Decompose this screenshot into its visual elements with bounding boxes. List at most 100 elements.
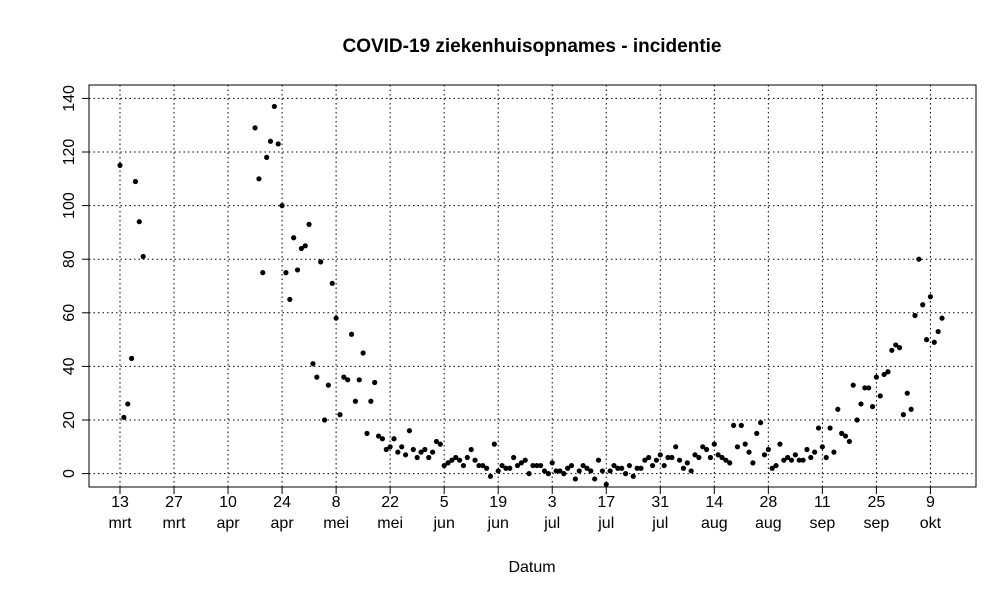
data-point: [472, 457, 478, 463]
data-point: [318, 259, 324, 265]
data-point: [707, 454, 714, 461]
data-point: [592, 476, 598, 482]
data-point: [275, 141, 281, 147]
data-point: [754, 430, 760, 436]
data-point: [734, 444, 741, 450]
data-point: [808, 454, 814, 461]
data-point: [835, 406, 841, 412]
data-point: [696, 454, 702, 461]
data-point: [777, 441, 783, 447]
data-point: [375, 433, 382, 439]
data-point: [429, 449, 436, 455]
data-point: [842, 433, 849, 439]
x-tick-day-label: 25: [867, 494, 885, 511]
y-tick-label: 20: [61, 411, 78, 429]
data-point: [703, 446, 710, 453]
data-point: [356, 377, 362, 383]
data-point: [441, 462, 447, 469]
data-point: [426, 454, 432, 461]
data-point: [800, 457, 806, 463]
data-point: [499, 462, 505, 469]
x-tick-day-label: 17: [597, 494, 615, 511]
data-point: [387, 444, 393, 450]
x-tick-day-label: 22: [381, 494, 399, 511]
data-point: [267, 138, 274, 144]
x-tick-day-label: 8: [332, 494, 341, 511]
data-point: [881, 371, 887, 378]
data-point: [526, 471, 532, 477]
data-point: [927, 294, 934, 300]
data-point: [480, 462, 486, 469]
data-point: [657, 452, 663, 458]
data-point: [661, 462, 667, 469]
data-point: [534, 462, 540, 469]
data-point: [302, 243, 308, 249]
x-tick-month-label: mei: [377, 515, 403, 532]
data-point: [491, 441, 497, 447]
x-tick-day-label: 27: [165, 494, 183, 511]
data-point: [565, 465, 571, 471]
x-tick-day-label: 9: [926, 494, 935, 511]
data-point: [121, 414, 127, 420]
chart-title: COVID-19 ziekenhuisopnames - incidentie: [342, 36, 721, 57]
data-point: [271, 103, 277, 110]
data-point: [862, 385, 868, 391]
data-point: [839, 430, 845, 436]
data-point: [414, 454, 420, 461]
data-point: [769, 465, 775, 471]
data-point: [291, 235, 297, 241]
data-point: [758, 420, 764, 426]
data-point: [630, 473, 636, 479]
data-point: [487, 473, 494, 479]
data-point: [125, 401, 131, 407]
data-point: [287, 296, 293, 302]
y-tick-label: 60: [61, 304, 78, 322]
data-point: [603, 481, 609, 487]
data-point: [607, 468, 613, 474]
data-point: [692, 452, 698, 458]
data-point: [920, 302, 926, 308]
data-point: [785, 454, 791, 461]
data-point: [283, 270, 289, 276]
data-point: [372, 379, 378, 386]
data-point: [935, 328, 941, 335]
data-point: [831, 449, 837, 455]
data-point: [742, 441, 748, 447]
data-point: [731, 422, 737, 428]
y-tick-label: 140: [61, 85, 78, 112]
data-point: [781, 457, 787, 463]
data-point: [619, 465, 625, 471]
x-tick-month-label: jun: [432, 515, 454, 532]
x-tick-month-label: sep: [809, 515, 835, 532]
data-point: [580, 462, 586, 469]
data-point: [896, 345, 903, 351]
data-point: [850, 382, 856, 388]
data-point: [788, 457, 795, 463]
data-point: [279, 203, 285, 209]
data-point: [673, 444, 679, 450]
data-point: [866, 385, 872, 391]
data-point: [796, 457, 802, 463]
x-tick-day-label: 28: [759, 494, 777, 511]
data-point: [889, 347, 895, 353]
data-point: [321, 417, 328, 423]
x-tick-month-label: aug: [755, 515, 782, 532]
data-point: [433, 438, 440, 445]
data-point: [264, 154, 270, 160]
data-point: [136, 219, 142, 225]
x-tick-day-label: 13: [111, 494, 129, 511]
data-point: [869, 404, 876, 410]
data-point: [923, 337, 930, 343]
data-point: [437, 441, 443, 447]
data-point: [476, 462, 482, 469]
data-point: [653, 457, 660, 463]
data-point: [306, 221, 312, 227]
data-point: [422, 446, 428, 453]
data-point: [873, 374, 879, 380]
data-point: [638, 465, 644, 471]
data-point: [680, 465, 687, 471]
data-point: [765, 446, 771, 453]
data-point: [700, 444, 706, 450]
data-point: [449, 457, 455, 463]
